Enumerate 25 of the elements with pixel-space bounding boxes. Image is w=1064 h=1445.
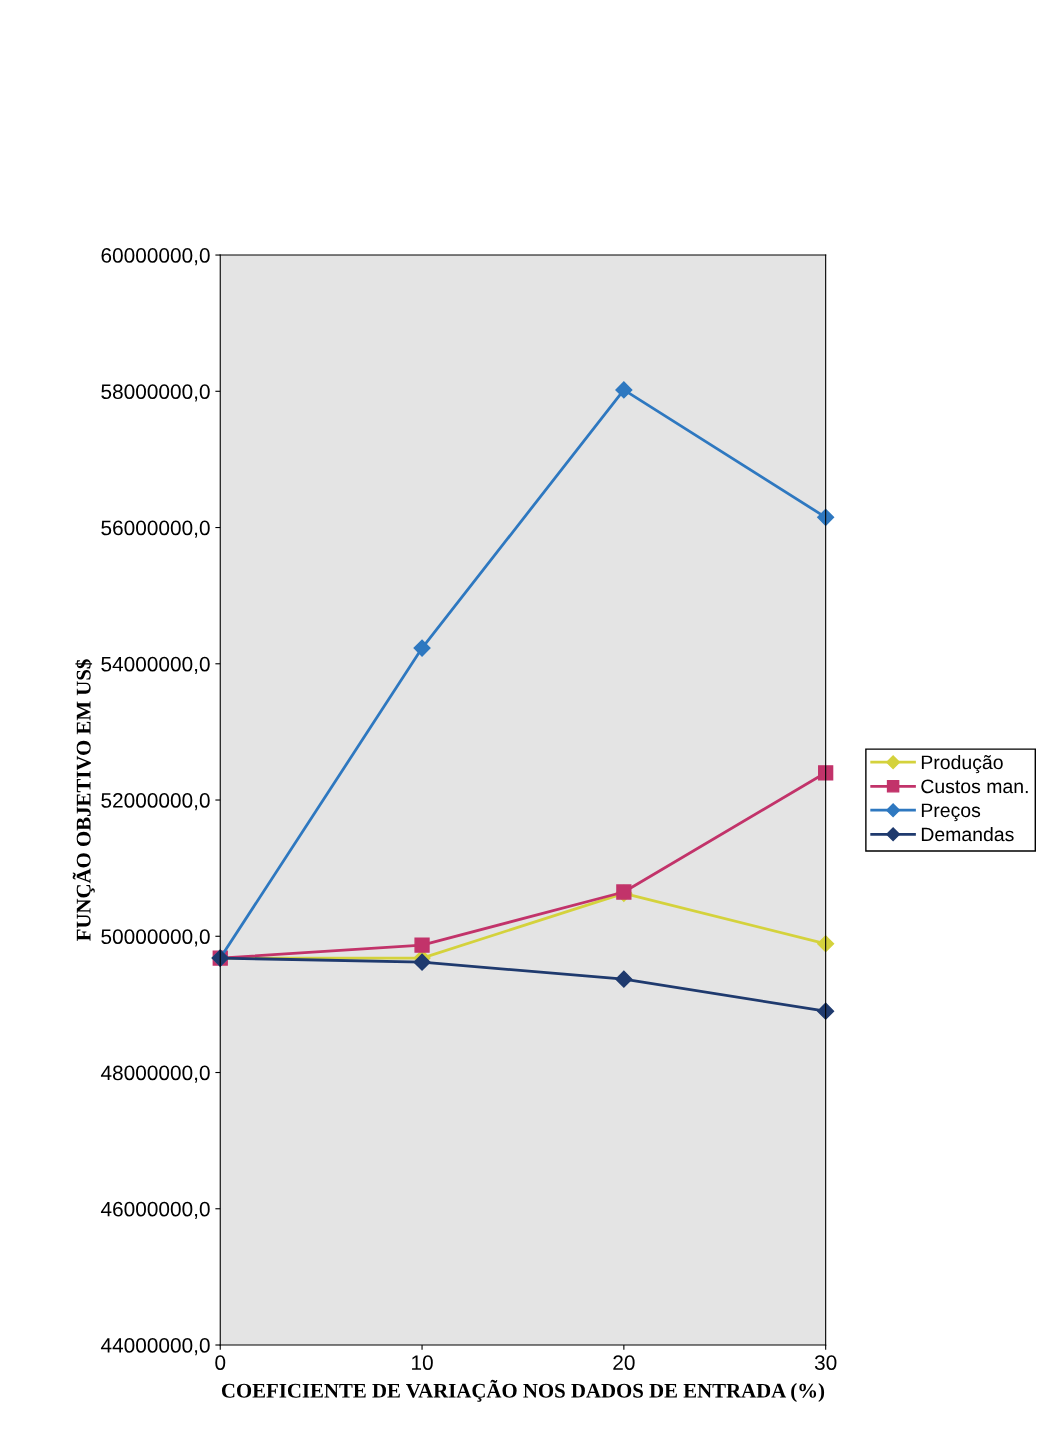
y-tick-label: 52000000,0 — [101, 793, 210, 811]
legend-label: Demandas — [921, 826, 1014, 842]
y-tick-label: 48000000,0 — [100, 1065, 210, 1083]
y-tick-label: 54000000,0 — [101, 656, 210, 674]
y-tick-label: 58000000,0 — [101, 384, 210, 402]
point — [413, 639, 431, 657]
y-tick-label: 50000000,0 — [101, 929, 210, 947]
y-tick-label: 60000000,0 — [101, 248, 210, 266]
legend-label: Preços — [921, 803, 981, 822]
point — [414, 937, 430, 953]
x-tick-label: 10 — [412, 1355, 433, 1371]
x-tick-label: 20 — [613, 1355, 635, 1371]
x-tick-label: 30 — [814, 1355, 837, 1371]
y-tick-label: 44000000,0 — [100, 1338, 210, 1356]
legend-label: Produção — [921, 754, 1003, 774]
x-axis-title: COEFICIENTE DE VARIAÇÃO NOS DADOS DE ENTRADA (%) — [221, 1379, 825, 1402]
point — [615, 381, 633, 399]
y-axis-title: FUNÇÃO OBJETIVO EM US$ — [72, 659, 95, 941]
legend-label: Custos man. — [921, 779, 1028, 794]
y-tick-label: 56000000,0 — [101, 520, 210, 538]
x-tick-label: 0 — [215, 1355, 226, 1371]
y-tick-label: 46000000,0 — [100, 1201, 210, 1219]
point — [413, 953, 431, 971]
point — [615, 970, 633, 988]
point — [818, 765, 834, 781]
